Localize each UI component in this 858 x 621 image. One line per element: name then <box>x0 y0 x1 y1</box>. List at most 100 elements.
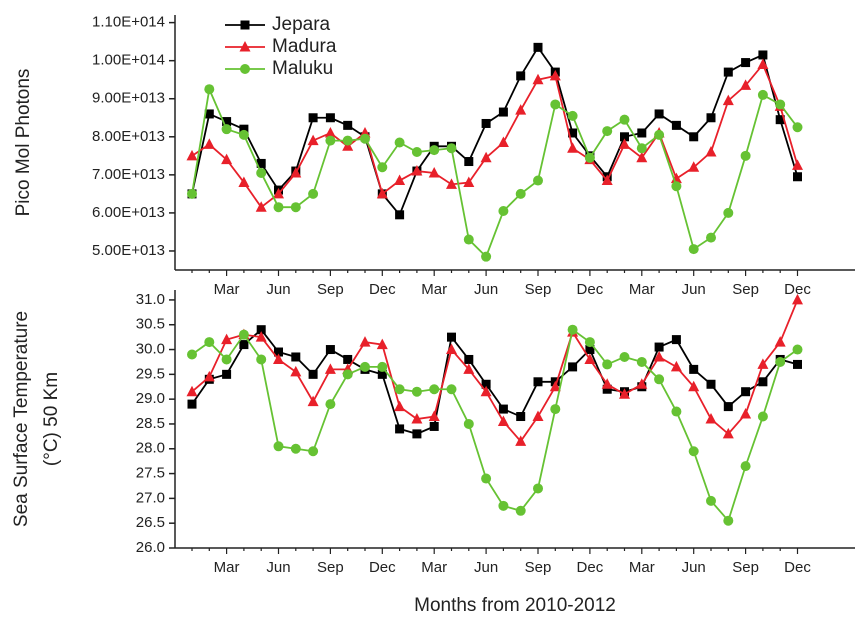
marker <box>377 361 388 372</box>
marker <box>515 104 527 115</box>
marker <box>256 354 267 365</box>
x-tick-label: Dec <box>784 559 811 576</box>
marker <box>204 337 215 348</box>
marker <box>636 151 648 163</box>
marker <box>290 166 302 178</box>
marker <box>464 157 474 167</box>
marker <box>428 410 440 422</box>
marker <box>203 138 215 149</box>
marker <box>533 42 543 52</box>
marker <box>516 71 526 81</box>
marker <box>740 79 752 90</box>
x-tick-label: Jun <box>266 281 290 298</box>
marker <box>567 142 579 153</box>
marker <box>636 378 648 389</box>
marker <box>601 378 613 389</box>
x-tick-label: Jun <box>682 559 706 576</box>
marker <box>325 399 336 410</box>
marker <box>775 356 786 367</box>
marker <box>325 113 335 123</box>
x-tick-label: Sep <box>525 559 552 576</box>
marker <box>307 395 319 407</box>
x-tick-label: Mar <box>629 281 655 298</box>
marker <box>706 232 716 243</box>
legend-label: Madura <box>272 36 337 57</box>
marker <box>723 67 733 77</box>
marker <box>343 120 353 130</box>
marker <box>619 138 630 149</box>
marker <box>464 354 474 364</box>
marker <box>187 399 197 409</box>
marker <box>498 206 509 217</box>
marker <box>619 388 630 399</box>
marker <box>446 384 457 395</box>
marker <box>757 411 768 422</box>
x-axis-label: Months from 2010-2012 <box>414 595 616 616</box>
marker <box>308 188 319 199</box>
marker <box>412 429 422 439</box>
marker <box>256 325 266 335</box>
y-tick-label: 5.00E+013 <box>92 242 165 259</box>
marker <box>497 136 509 147</box>
marker <box>671 120 681 130</box>
marker <box>255 201 267 212</box>
marker <box>706 379 716 389</box>
marker <box>723 515 734 526</box>
x-tick-label: Mar <box>421 281 447 298</box>
marker <box>446 343 457 355</box>
y-tick-label: 9.00E+013 <box>92 90 165 107</box>
x-tick-label: Mar <box>214 559 240 576</box>
marker <box>689 364 699 374</box>
marker <box>740 461 751 472</box>
marker <box>775 99 786 110</box>
x-tick-label: Mar <box>421 559 447 576</box>
marker <box>463 234 474 245</box>
marker <box>238 176 250 187</box>
marker <box>376 187 388 199</box>
marker <box>774 336 786 347</box>
y-axis-label: Pico Mol Photons <box>13 69 34 217</box>
marker <box>601 174 613 186</box>
marker <box>688 380 700 392</box>
marker <box>203 370 215 382</box>
marker <box>221 124 232 135</box>
marker <box>360 361 370 372</box>
marker <box>602 384 612 394</box>
y-tick-label: 29.0 <box>136 390 165 407</box>
marker <box>481 473 492 484</box>
x-tick-label: Sep <box>317 559 344 576</box>
marker <box>377 162 388 173</box>
marker <box>291 352 301 362</box>
marker <box>550 404 561 415</box>
x-tick-label: Mar <box>629 559 655 576</box>
marker <box>221 153 233 165</box>
marker <box>447 332 456 342</box>
y-axis-label: Sea Surface Temperature <box>11 311 32 527</box>
marker <box>619 114 630 125</box>
x-tick-label: Mar <box>214 281 240 298</box>
marker <box>758 50 768 60</box>
x-tick-label: Dec <box>784 281 811 298</box>
marker <box>446 178 457 189</box>
marker <box>533 175 543 186</box>
x-tick-label: Sep <box>525 281 552 298</box>
marker <box>308 113 318 123</box>
y-tick-label: 26.5 <box>136 514 165 531</box>
x-tick-label: Dec <box>577 559 604 576</box>
marker <box>411 386 422 397</box>
marker <box>255 331 267 342</box>
marker <box>792 122 803 133</box>
x-tick-label: Dec <box>369 281 396 298</box>
marker <box>792 344 803 355</box>
y-tick-label: 26.0 <box>136 539 165 556</box>
marker <box>533 483 543 494</box>
marker <box>532 73 544 85</box>
y-tick-label: 30.5 <box>136 316 165 333</box>
marker <box>273 441 284 452</box>
marker <box>585 345 595 355</box>
marker <box>480 385 492 397</box>
marker <box>428 166 440 178</box>
marker <box>705 146 717 157</box>
marker <box>480 151 492 163</box>
marker <box>515 505 526 516</box>
